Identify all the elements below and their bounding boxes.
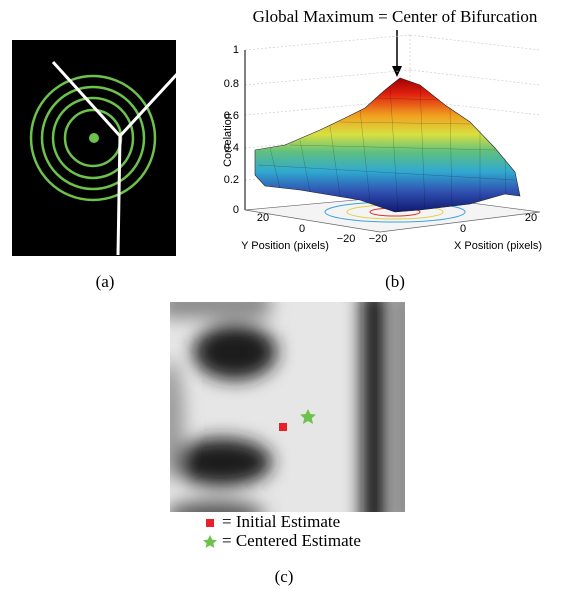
panel-a-image: [12, 40, 176, 256]
panel-b: Global Maximum = Center of Bifurcation: [222, 7, 542, 291]
legend-entry: = Centered Estimate: [222, 531, 361, 550]
legend-entry: = Initial Estimate: [222, 512, 340, 531]
panel-label: (c): [275, 567, 294, 586]
x-tick-label: 20: [525, 212, 537, 224]
y-tick-label: 0: [299, 223, 305, 235]
x-tick-label: 0: [460, 223, 466, 235]
panel-label: (b): [385, 272, 405, 291]
z-tick-label: 1: [233, 44, 239, 56]
z-axis-label: Correlation: [222, 113, 234, 167]
y-axis-label: Y Position (pixels): [241, 240, 329, 252]
legend-star: [203, 535, 217, 548]
legend-square: [206, 519, 214, 527]
figure: (a) Global Maximum = Center of Bifurcati…: [0, 0, 569, 589]
panel-a: (a): [12, 40, 190, 291]
x-axis-label: X Position (pixels): [454, 240, 542, 252]
center-dot: [89, 133, 99, 143]
y-tick-label: 20: [257, 212, 269, 224]
z-tick-label: 0.8: [224, 78, 239, 90]
panel-c-image: [156, 290, 415, 530]
z-tick-label: 0: [233, 204, 239, 216]
x-tick-label: −20: [369, 233, 388, 245]
panel-label: (a): [96, 272, 115, 291]
initial-estimate-marker: [279, 423, 287, 431]
annotation: Global Maximum = Center of Bifurcation: [253, 7, 538, 26]
panel-c: = Initial Estimate = Centered Estimate (…: [156, 290, 415, 586]
z-tick-label: 0.2: [224, 174, 239, 186]
y-tick-label: −20: [337, 233, 356, 245]
